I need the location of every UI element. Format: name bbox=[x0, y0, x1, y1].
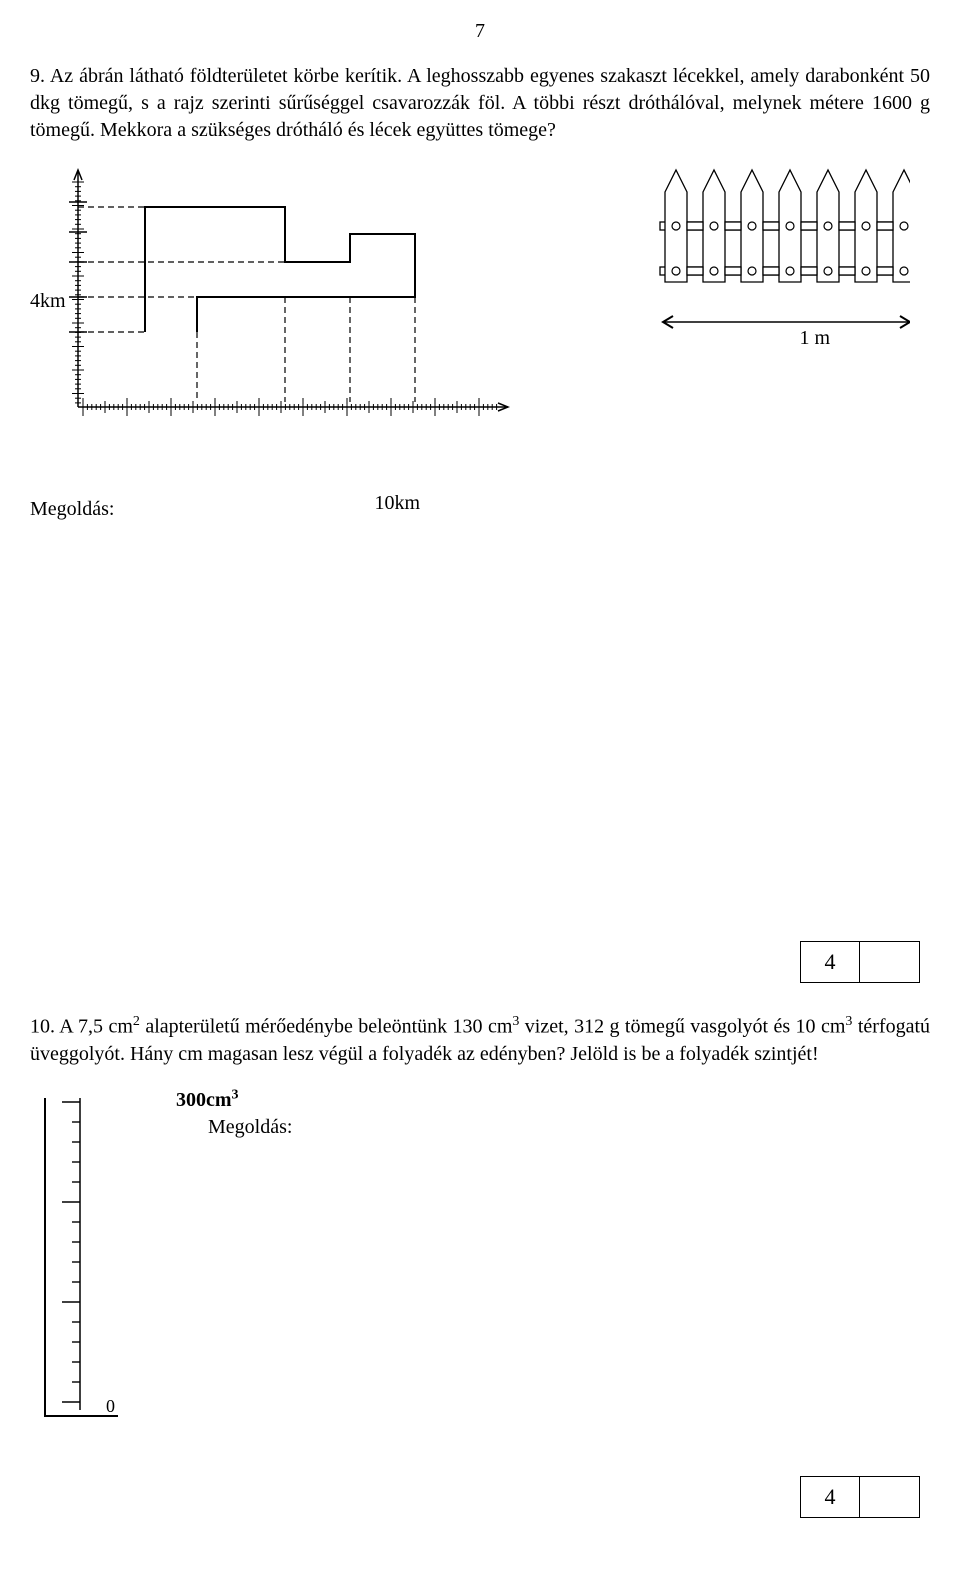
problem-9-figure: 4km 1 m bbox=[30, 162, 930, 482]
score-value-10: 4 bbox=[801, 1477, 860, 1517]
cylinder-top-value: 300cm3 bbox=[176, 1089, 239, 1111]
score-empty-10 bbox=[860, 1477, 919, 1517]
problem-9-text: 9. Az ábrán látható földterületet körbe … bbox=[30, 63, 930, 144]
x-axis-label: 10km bbox=[374, 492, 420, 515]
problem-10-text: 10. A 7,5 cm2 alapterületű mérőedénybe b… bbox=[30, 1013, 930, 1068]
fence-diagram bbox=[650, 162, 910, 362]
svg-text:0: 0 bbox=[106, 1396, 115, 1416]
score-empty-9 bbox=[860, 942, 919, 982]
cylinder-diagram: 0 bbox=[30, 1086, 150, 1446]
fence-width-label: 1 m bbox=[799, 327, 830, 350]
problem-10-figure: 0 300cm3 Megoldás: bbox=[30, 1086, 930, 1446]
map-diagram bbox=[30, 162, 540, 462]
page-number: 7 bbox=[30, 20, 930, 43]
score-box-9: 4 bbox=[800, 941, 920, 983]
solution-label-9: Megoldás: bbox=[30, 498, 114, 521]
score-value-9: 4 bbox=[801, 942, 860, 982]
solution-label-10: Megoldás: bbox=[208, 1116, 292, 1139]
score-box-10: 4 bbox=[800, 1476, 920, 1518]
